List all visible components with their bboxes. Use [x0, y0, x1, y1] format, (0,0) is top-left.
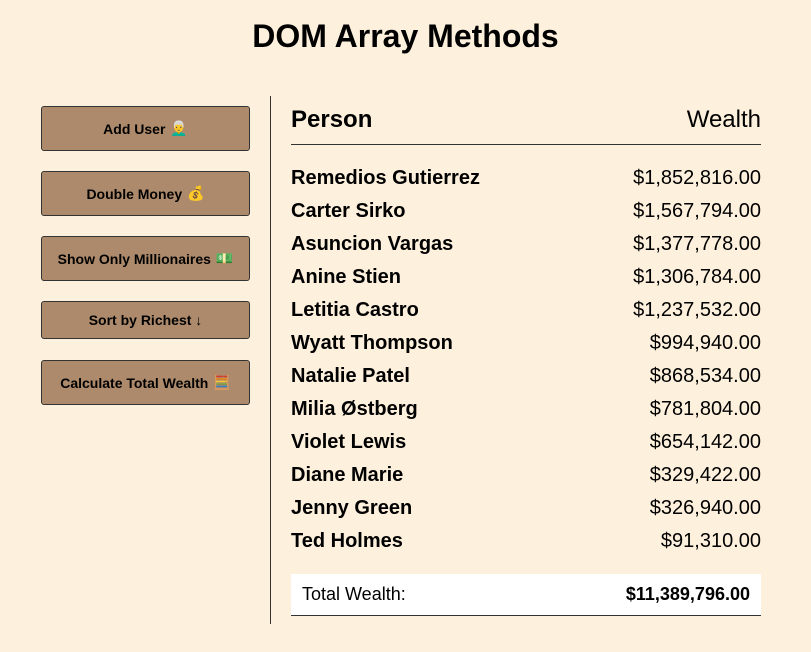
table-row: Wyatt Thompson $994,940.00 — [291, 327, 761, 360]
abacus-icon: 🧮 — [213, 374, 231, 390]
table-row: Asuncion Vargas $1,377,778.00 — [291, 228, 761, 261]
person-name: Ted Holmes — [291, 530, 403, 552]
person-name: Letitia Castro — [291, 299, 419, 321]
person-wealth: $1,237,532.00 — [633, 299, 761, 321]
table-row: Anine Stien $1,306,784.00 — [291, 261, 761, 294]
person-wealth: $329,422.00 — [649, 464, 761, 486]
person-name: Milia Østberg — [291, 398, 418, 420]
sidebar: Add User 👨‍🦳 Double Money 💰 Show Only Mi… — [41, 106, 250, 405]
person-wealth: $994,940.00 — [649, 332, 761, 354]
person-name: Anine Stien — [291, 266, 402, 288]
table-rows: Remedios Gutierrez $1,852,816.00 Carter Si… — [291, 162, 761, 558]
table-row: Jenny Green $326,940.00 — [291, 492, 761, 525]
person-name: Remedios Gutierrez — [291, 167, 480, 189]
person-wealth: $868,534.00 — [649, 365, 761, 387]
person-name: Asuncion Vargas — [291, 233, 454, 255]
old-man-icon: 👨‍🦳 — [170, 120, 188, 136]
add-user-label: Add User — [103, 120, 166, 137]
double-money-button[interactable]: Double Money 💰 — [41, 171, 250, 216]
table-header: Person Wealth — [291, 104, 761, 145]
show-millionaires-button[interactable]: Show Only Millionaires 💵 — [41, 236, 250, 281]
table-row: Letitia Castro $1,237,532.00 — [291, 294, 761, 327]
person-name: Violet Lewis — [291, 431, 407, 453]
dollar-bill-icon: 💵 — [215, 250, 234, 266]
table-row: Carter Sirko $1,567,794.00 — [291, 195, 761, 228]
person-wealth: $1,306,784.00 — [633, 266, 761, 288]
table-row: Violet Lewis $654,142.00 — [291, 426, 761, 459]
person-name: Diane Marie — [291, 464, 404, 486]
total-wealth-bar: Total Wealth: $11,389,796.00 — [291, 574, 761, 616]
wealth-table: Person Wealth Remedios Gutierrez $1,852,8… — [291, 104, 761, 616]
person-wealth: $654,142.00 — [649, 431, 761, 453]
calculate-total-button[interactable]: Calculate Total Wealth 🧮 — [41, 360, 250, 405]
money-bag-icon: 💰 — [187, 185, 205, 201]
table-row: Milia Østberg $781,804.00 — [291, 393, 761, 426]
table-row: Natalie Patel $868,534.00 — [291, 360, 761, 393]
person-wealth: $91,310.00 — [660, 530, 761, 552]
person-name: Wyatt Thompson — [291, 332, 453, 354]
sort-richest-button[interactable]: Sort by Richest ↓ — [41, 301, 250, 339]
total-label: Total Wealth: — [302, 584, 406, 604]
person-wealth: $1,852,816.00 — [633, 167, 761, 189]
table-row: Remedios Gutierrez $1,852,816.00 — [291, 162, 761, 195]
show-millionaires-label: Show Only Millionaires — [57, 250, 211, 267]
table-row: Ted Holmes $91,310.00 — [291, 525, 761, 558]
person-name: Carter Sirko — [291, 200, 406, 222]
page-title: DOM Array Methods — [252, 18, 559, 54]
total-value: $11,389,796.00 — [625, 584, 750, 604]
person-name: Jenny Green — [291, 497, 413, 519]
header-wealth: Wealth — [686, 106, 761, 133]
table-row: Diane Marie $329,422.00 — [291, 459, 761, 492]
header-person: Person — [291, 106, 373, 133]
add-user-button[interactable]: Add User 👨‍🦳 — [41, 106, 250, 151]
double-money-label: Double Money — [86, 185, 183, 202]
vertical-divider — [270, 96, 271, 624]
person-wealth: $781,804.00 — [649, 398, 761, 420]
person-wealth: $1,567,794.00 — [633, 200, 761, 222]
sort-richest-label: Sort by Richest ↓ — [88, 312, 203, 328]
person-wealth: $1,377,778.00 — [633, 233, 761, 255]
person-wealth: $326,940.00 — [649, 497, 761, 519]
person-name: Natalie Patel — [291, 365, 410, 387]
calculate-total-label: Calculate Total Wealth — [60, 374, 209, 391]
